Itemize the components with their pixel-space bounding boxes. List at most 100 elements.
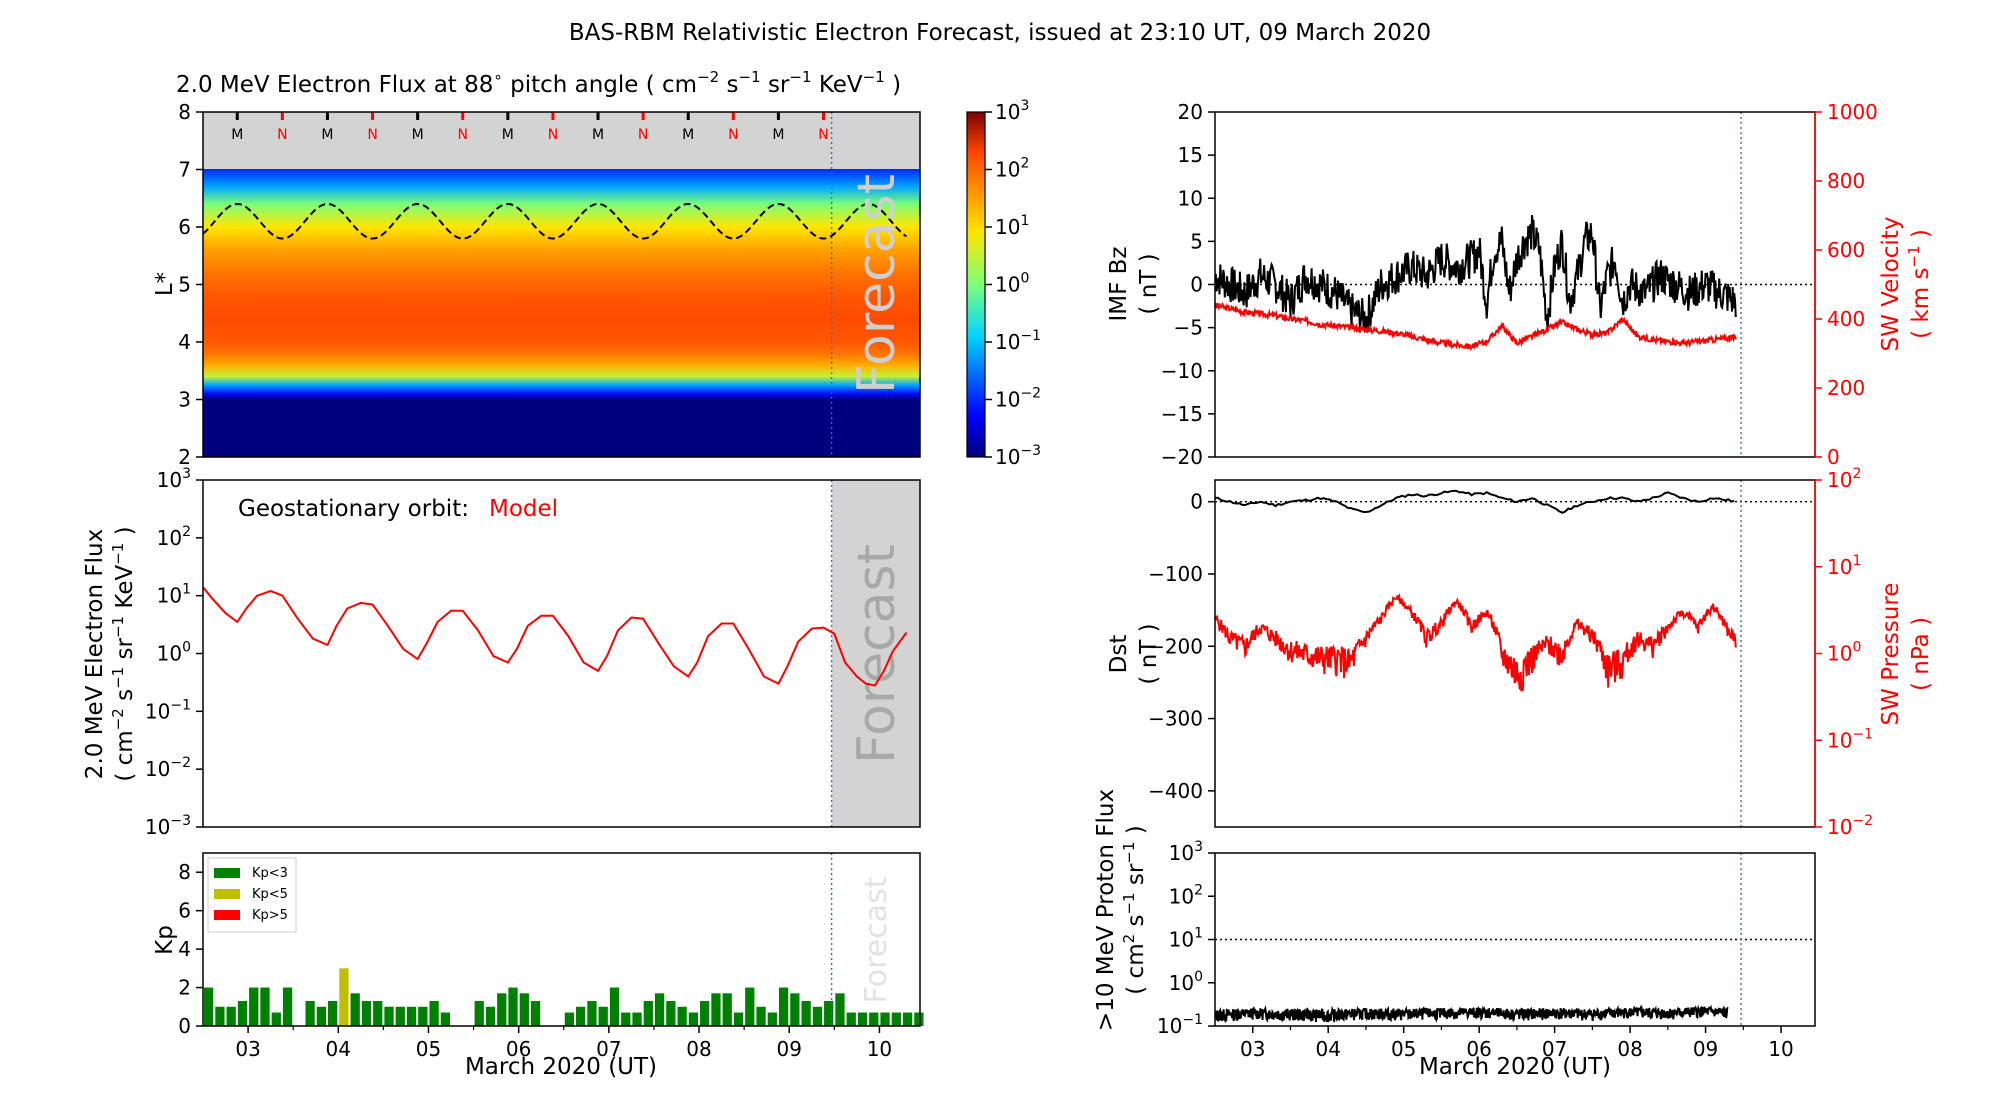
kp-bar — [632, 1012, 642, 1026]
kp-bar — [654, 993, 665, 1026]
geo-flux-y-label: 10−1 — [145, 697, 191, 723]
kp-bar — [429, 1001, 439, 1026]
imf-y-label: 10 — [1178, 186, 1203, 210]
flux-map-y-label: 5 — [178, 273, 191, 297]
flux-map-forecast-label: Forecast — [847, 174, 907, 394]
colorbar-tick-label: 10−2 — [995, 386, 1041, 412]
dst-y-label: −100 — [1148, 562, 1203, 586]
kp-bar — [767, 1012, 777, 1026]
proton-y-label: 102 — [1169, 882, 1203, 908]
mlt-marker-label: M — [231, 127, 243, 143]
kp-legend-label-gt5: Kp>5 — [252, 908, 288, 923]
imf-left-axis: −20 −15 −10 −5 0 5 10 15 20 — [1161, 100, 1215, 469]
kp-bar — [485, 1006, 496, 1026]
kp-bar — [587, 1001, 597, 1026]
flux-map-y-label: 4 — [178, 330, 191, 354]
mlt-marker-label: N — [367, 127, 377, 143]
colorbar-gradient — [966, 111, 986, 458]
kp-bar — [373, 1001, 383, 1026]
sw-velocity-y-label: 0 — [1827, 445, 1840, 469]
kp-bar — [271, 1012, 281, 1026]
kp-bar — [700, 1001, 710, 1026]
kp-y-label: 6 — [178, 899, 191, 923]
kp-bar — [857, 1012, 868, 1026]
mlt-marker-label: N — [728, 127, 738, 143]
sw-velocity-y-label: 400 — [1827, 307, 1865, 331]
kp-bar — [508, 987, 518, 1026]
geo-flux-y-axis: 10−3 10−2 10−1 100 101 102 103 — [145, 466, 203, 839]
proton-x-tick-label: 06 — [1466, 1037, 1491, 1061]
mlt-marker-label: M — [502, 127, 514, 143]
proton-x-tick-label: 10 — [1768, 1037, 1793, 1061]
sw-velocity-line — [1215, 301, 1737, 352]
mlt-marker-label: N — [277, 127, 287, 143]
sw-pressure-ylabel: SW Pressure — [1878, 583, 1904, 726]
page-title: BAS-RBM Relativistic Electron Forecast, … — [569, 20, 1431, 46]
kp-bar — [778, 987, 789, 1026]
dst-ylabel-unit: ( nT ) — [1136, 623, 1162, 684]
proton-y-axis: 10−1 100 101 102 103 — [1157, 839, 1215, 1038]
sw-velocity-y-label: 1000 — [1827, 100, 1878, 124]
proton-y-label: 101 — [1169, 926, 1203, 952]
kp-forecast-label: Forecast — [859, 876, 894, 1003]
geo-flux-y-label: 103 — [157, 466, 191, 492]
mlt-marker-label: N — [638, 127, 648, 143]
proton-panel: 10−1 100 101 102 103 03 04 05 06 07 08 09 10 >10 Me… — [1093, 789, 1816, 1080]
kp-bar — [339, 968, 349, 1026]
kp-bar — [835, 993, 845, 1026]
imf-bz-line — [1215, 215, 1737, 334]
colorbar-tick-label: 10−1 — [995, 328, 1041, 354]
kp-bar — [328, 1001, 338, 1026]
imf-y-label: −5 — [1174, 316, 1203, 340]
proton-y-label: 100 — [1169, 969, 1203, 995]
proton-x-tick-label: 03 — [1240, 1037, 1265, 1061]
flux-map-y-label: 8 — [178, 100, 191, 124]
kp-bar — [643, 1001, 653, 1026]
kp-bar — [204, 987, 214, 1026]
proton-x-tick-label: 08 — [1617, 1037, 1642, 1061]
geo-orbit-annotation: Geostationary orbit: Model — [238, 496, 558, 522]
sw-velocity-y-label: 200 — [1827, 376, 1865, 400]
geo-flux-y-label: 10−3 — [145, 813, 191, 839]
mlt-marker-label: M — [682, 127, 694, 143]
flux-map-y-axis: 2 3 4 5 6 7 8 — [178, 100, 203, 469]
imf-ylabel: IMF Bz — [1106, 246, 1132, 321]
geo-flux-y-label: 100 — [157, 640, 191, 666]
kp-y-label: 0 — [178, 1014, 191, 1038]
sw-velocity-axis: 0 200 400 600 800 1000 — [1815, 100, 1878, 469]
kp-bar — [745, 987, 755, 1026]
dst-line — [1215, 489, 1735, 514]
proton-ylabel: >10 MeV Proton Flux — [1093, 789, 1119, 1031]
mlt-marker-label: M — [321, 127, 333, 143]
mlt-marker-label: N — [818, 127, 828, 143]
imf-ylabel-unit: ( nT ) — [1136, 253, 1162, 314]
flux-map-field — [203, 169, 920, 457]
kp-bar — [711, 993, 721, 1026]
kp-bar — [812, 1006, 823, 1026]
flux-map-y-label: 3 — [178, 388, 191, 412]
proton-x-tick-label: 04 — [1315, 1037, 1340, 1061]
imf-y-label: −15 — [1161, 402, 1203, 426]
kp-bar — [530, 1001, 541, 1026]
kp-bar — [305, 1001, 315, 1026]
dst-y-label: −300 — [1148, 707, 1203, 731]
kp-y-label: 8 — [178, 860, 191, 884]
flux-map-y-label: 6 — [178, 215, 191, 239]
kp-bar — [891, 1012, 901, 1026]
kp-bar — [824, 1001, 834, 1026]
proton-y-label: 10−1 — [1157, 1012, 1203, 1038]
kp-x-tick-label: 04 — [326, 1037, 351, 1061]
kp-bar — [474, 1001, 484, 1026]
kp-bar — [609, 987, 620, 1026]
kp-bar — [519, 993, 529, 1026]
proton-y-label: 103 — [1169, 839, 1203, 865]
kp-bar — [497, 993, 507, 1026]
imf-y-label: 5 — [1190, 229, 1203, 253]
kp-bar — [688, 1012, 699, 1026]
proton-flux-line — [1215, 1004, 1729, 1024]
kp-y-label: 2 — [178, 976, 191, 1000]
kp-x-tick-label: 08 — [686, 1037, 711, 1061]
colorbar-tick-label: 102 — [995, 156, 1029, 182]
